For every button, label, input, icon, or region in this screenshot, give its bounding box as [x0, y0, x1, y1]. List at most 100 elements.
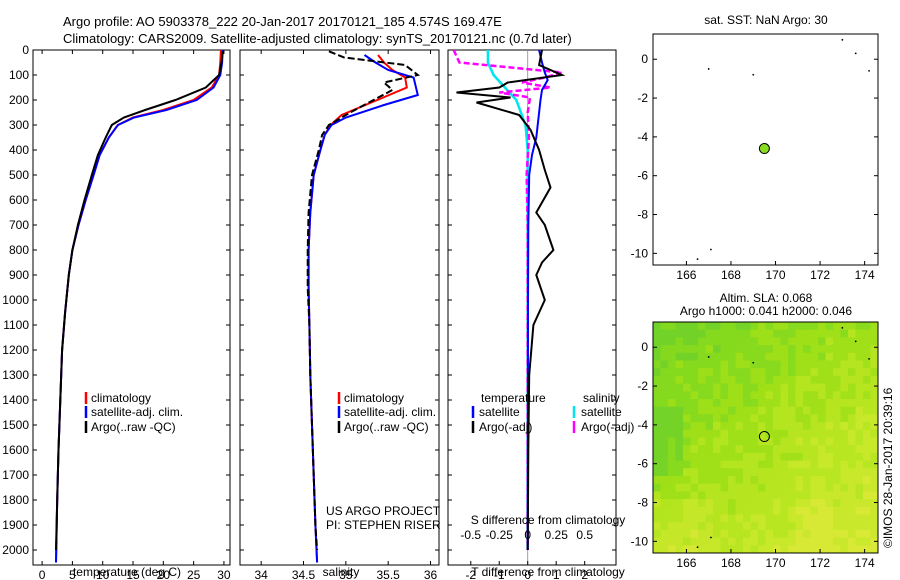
heatmap-cell [818, 537, 826, 546]
sla-heatmap-cells [653, 322, 878, 553]
heatmap-cell [743, 368, 751, 376]
heatmap-cell [758, 406, 766, 415]
heatmap-cell [660, 468, 669, 477]
heatmap-cell [668, 437, 676, 446]
heatmap-cell [773, 483, 781, 492]
heatmap-cell [743, 391, 751, 400]
credit-line-1: US ARGO PROJECT [326, 504, 441, 518]
heatmap-cell [675, 445, 684, 453]
heatmap-cell [795, 406, 804, 415]
temperature-x-tick-label: 10 [96, 568, 110, 580]
heatmap-cell [675, 545, 684, 553]
heatmap-cell [870, 337, 878, 346]
heatmap-cell [833, 483, 841, 492]
heatmap-cell [765, 468, 774, 477]
salinity-x-tick-label: 35.5 [377, 568, 401, 580]
temperature-plot [55, 50, 224, 563]
heatmap-cell [803, 337, 811, 346]
heatmap-cell [803, 529, 811, 538]
temperature-x-tick-label: 0 [39, 568, 46, 580]
heatmap-cell [870, 476, 878, 484]
heatmap-cell [758, 414, 766, 423]
heatmap-cell [833, 368, 841, 376]
heatmap-cell [653, 337, 661, 346]
map-y-tick-label: -6 [637, 169, 648, 183]
heatmap-cell [863, 337, 871, 346]
heatmap-cell [833, 529, 841, 538]
heatmap-cell [728, 337, 736, 346]
heatmap-cell [653, 522, 661, 530]
heatmap-cell [698, 506, 706, 515]
heatmap-cell [840, 322, 849, 330]
heatmap-cell [833, 337, 841, 346]
heatmap-cell [788, 506, 796, 515]
heatmap-cell [863, 414, 871, 423]
diff-x-tick-label: 1 [553, 568, 560, 580]
heatmap-cell [750, 406, 759, 415]
heatmap-cell [698, 406, 706, 415]
heatmap-cell [713, 375, 721, 384]
heatmap-cell [870, 375, 878, 384]
heatmap-cell [765, 375, 774, 384]
heatmap-cell [848, 406, 856, 415]
heatmap-cell [855, 452, 864, 461]
heatmap-cell [855, 383, 864, 392]
heatmap-cell [675, 399, 684, 407]
heatmap-cell [698, 360, 706, 369]
heatmap-cell [780, 506, 789, 515]
heatmap-cell [713, 537, 721, 546]
heatmap-cell [803, 437, 811, 446]
map-x-tick-label: 172 [810, 556, 830, 570]
heatmap-cell [713, 391, 721, 400]
map-y-tick-label: -8 [637, 208, 648, 222]
map-x-tick-label: 166 [676, 268, 696, 282]
heatmap-cell [660, 352, 669, 361]
map-y-tick-label: -4 [637, 418, 648, 432]
heatmap-cell [690, 468, 699, 477]
heatmap-cell [690, 452, 699, 461]
heatmap-cell [855, 445, 864, 453]
heatmap-cell [690, 337, 699, 346]
heatmap-cell [825, 476, 834, 484]
heatmap-cell [743, 406, 751, 415]
heatmap-cell [668, 322, 676, 330]
heatmap-cell [825, 537, 834, 546]
heatmap-cell [668, 429, 676, 438]
heatmap-cell [750, 445, 759, 453]
heatmap-cell [780, 422, 789, 430]
heatmap-cell [803, 483, 811, 492]
heatmap-cell [728, 529, 736, 538]
heatmap-cell [758, 399, 766, 407]
heatmap-cell [713, 529, 721, 538]
heatmap-cell [803, 537, 811, 546]
heatmap-cell [720, 352, 729, 361]
heatmap-cell [660, 514, 669, 523]
heatmap-cell [660, 452, 669, 461]
heatmap-cell [683, 522, 691, 530]
heatmap-cell [765, 383, 774, 392]
heatmap-cell [780, 483, 789, 492]
heatmap-cell [668, 506, 676, 515]
heatmap-cell [780, 522, 789, 530]
heatmap-cell [780, 437, 789, 446]
heatmap-cell [780, 445, 789, 453]
heatmap-cell [840, 545, 849, 553]
heatmap-cell [660, 391, 669, 400]
heatmap-cell [653, 368, 661, 376]
heatmap-cell [863, 529, 871, 538]
heatmap-cell [675, 452, 684, 461]
heatmap-cell [833, 406, 841, 415]
heatmap-cell [818, 375, 826, 384]
heatmap-cell [848, 414, 856, 423]
heatmap-cell [795, 437, 804, 446]
heatmap-cell [743, 437, 751, 446]
heatmap-cell [870, 352, 878, 361]
heatmap-cell [840, 406, 849, 415]
heatmap-cell [735, 445, 744, 453]
heatmap-cell [675, 483, 684, 492]
heatmap-cell [780, 368, 789, 376]
heatmap-cell [870, 360, 878, 369]
heatmap-cell [758, 506, 766, 515]
heatmap-cell [825, 499, 834, 507]
heatmap-cell [833, 437, 841, 446]
